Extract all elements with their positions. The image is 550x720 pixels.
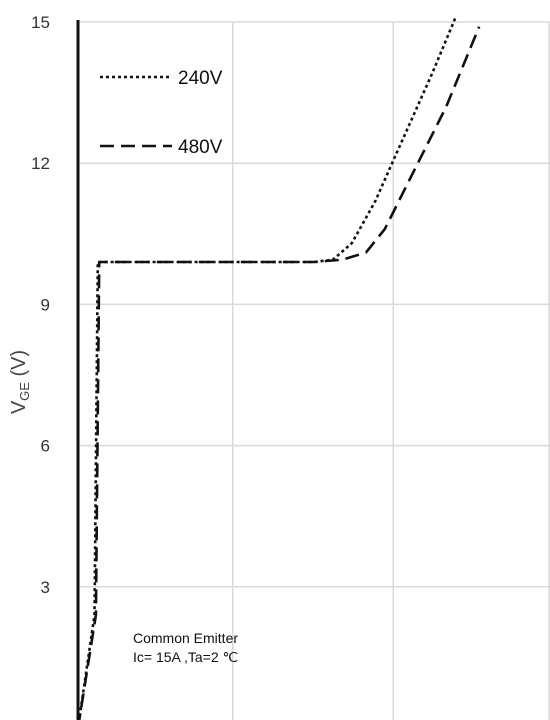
y-tick-label: 3 <box>41 578 50 597</box>
y-tick-label: 15 <box>31 13 50 32</box>
y-tick-label: 12 <box>31 154 50 173</box>
legend-label-240v: 240V <box>178 68 223 89</box>
series-line-480v <box>77 26 481 720</box>
annotation-box: Common Emitter Ic= 15A ,Ta=2 ℃ <box>133 630 238 665</box>
legend: 240V 480V <box>100 68 223 158</box>
y-axis-label-main: V <box>8 400 30 414</box>
series-layer <box>77 16 481 720</box>
y-axis-label-sub: GE <box>17 382 32 401</box>
y-tick-label: 6 <box>41 437 50 456</box>
y-tick-labels: 3 6 9 12 15 <box>31 13 50 597</box>
y-axis-label-unit: (V) <box>8 350 30 382</box>
y-tick-label: 9 <box>41 295 50 314</box>
grid-layer <box>78 21 550 720</box>
legend-label-480v: 480V <box>178 137 223 158</box>
y-axis-label: VGE (V) <box>8 350 32 414</box>
series-line-240v <box>77 16 457 720</box>
annotation-line-2: Ic= 15A ,Ta=2 ℃ <box>133 649 238 665</box>
annotation-line-1: Common Emitter <box>133 630 238 646</box>
